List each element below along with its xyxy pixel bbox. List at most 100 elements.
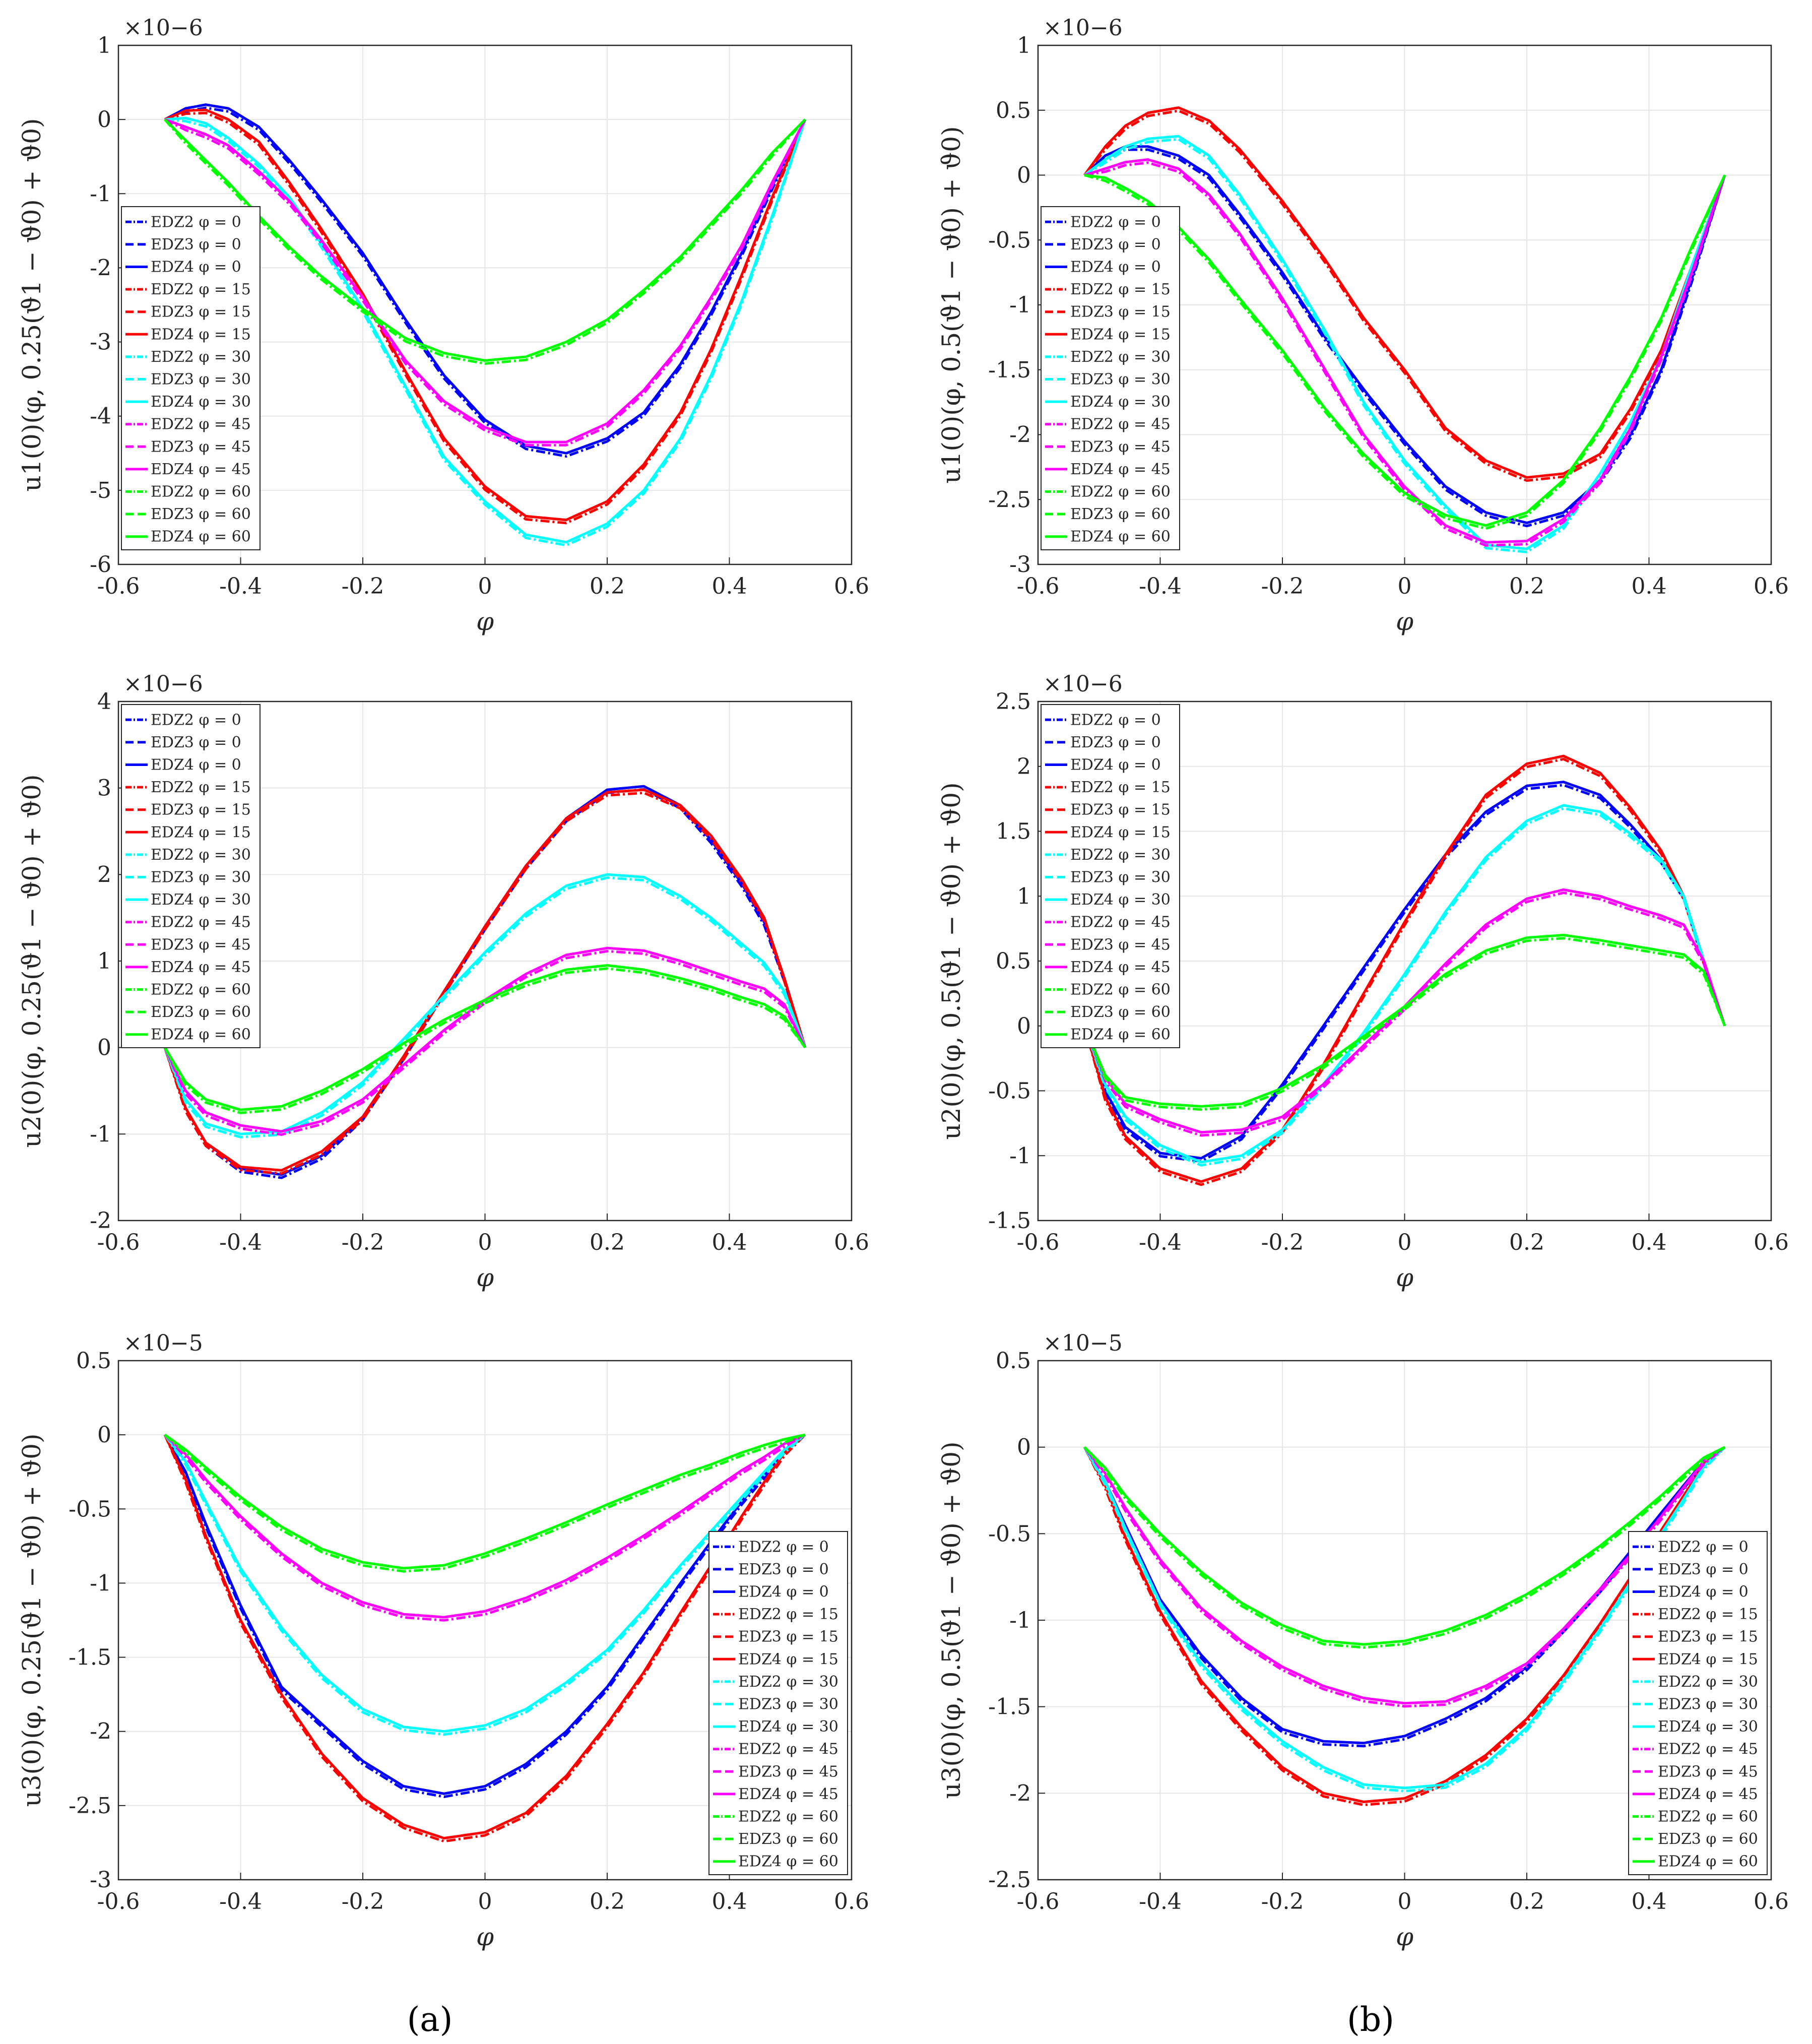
x-tick-label: 0: [478, 1889, 492, 1914]
legend-entry: EDZ3 φ = 45: [1070, 438, 1171, 456]
y-tick-label: -1.5: [988, 1208, 1031, 1234]
series-line-edz4-phi45: [164, 1433, 806, 1619]
x-tick-label: 0.4: [712, 573, 747, 599]
series-line-edz4-phi0: [164, 103, 807, 455]
legend-entry: EDZ2 φ = 45: [1070, 416, 1171, 433]
series-line-edz4-phi30: [1083, 135, 1726, 550]
y-axis-label: u2(0)(φ, 0.5(ϑ1 − ϑ0) + ϑ0): [937, 782, 966, 1139]
legend-entry: EDZ3 φ = 60: [738, 1830, 838, 1848]
series-line-edz2-phi15: [164, 111, 807, 525]
series-line-edz4-phi15: [1083, 754, 1726, 1183]
legend-entry: EDZ4 φ = 0: [151, 259, 241, 276]
series-line-edz4-phi45: [1083, 888, 1726, 1134]
chart-a2: -0.6 -0.4 -0.2 0 0.2 0.4 0.6 -2 -1 0 1 2 3 4 ×10−6 φ u2(…: [17, 671, 869, 1292]
legend-entry: EDZ4 φ = 30: [1070, 891, 1171, 909]
x-tick-label: 0.6: [834, 573, 869, 599]
x-axis-label: φ: [1396, 607, 1413, 636]
y-tick-label: 0: [97, 1035, 111, 1061]
y-tick-label: -2.5: [69, 1793, 111, 1819]
legend-entry: EDZ4 φ = 30: [151, 393, 251, 411]
legend-entry: EDZ3 φ = 15: [151, 303, 251, 321]
x-tick-label: -0.6: [97, 1889, 140, 1914]
legend-entry: EDZ3 φ = 0: [738, 1561, 829, 1578]
legend-entry: EDZ4 φ = 0: [1070, 756, 1161, 774]
legend-entry: EDZ2 φ = 0: [1070, 213, 1161, 231]
y-tick-label: -5: [90, 478, 111, 503]
axes-box: [117, 1360, 853, 1881]
legend-entry: EDZ4 φ = 60: [1070, 1026, 1171, 1044]
x-tick-label: -0.4: [1139, 573, 1182, 599]
series-line-edz4-phi15: [164, 108, 807, 522]
x-tick-label: 0: [478, 1230, 492, 1255]
y-axis-label: u1(0)(φ, 0.5(ϑ1 − ϑ0) + ϑ0): [937, 126, 966, 483]
y-tick-label: 0: [1017, 1435, 1031, 1460]
legend-entry: EDZ3 φ = 60: [1070, 505, 1171, 523]
legend-entry: EDZ2 φ = 30: [1070, 348, 1171, 366]
series-line-edz4-phi45: [163, 946, 807, 1133]
legend-entry: EDZ3 φ = 15: [151, 801, 251, 819]
y-tick-label: -3: [1009, 552, 1031, 578]
y-tick-label: 1: [1017, 883, 1031, 909]
legend-entry: EDZ2 φ = 30: [151, 348, 251, 366]
x-tick-label: -0.4: [1139, 1889, 1182, 1914]
y-tick-label: 1.5: [996, 819, 1031, 845]
legend-entry: EDZ2 φ = 45: [1070, 914, 1171, 931]
series-line-edz4-phi30: [164, 1434, 806, 1733]
y-tick-label: -2: [90, 255, 111, 281]
series-line-edz2-phi15: [163, 791, 807, 1175]
legend-entry: EDZ4 φ = 60: [151, 1026, 251, 1044]
legend-entry: EDZ4 φ = 15: [151, 823, 251, 841]
series-line-edz4-phi60: [1083, 934, 1726, 1108]
legend-entry: EDZ4 φ = 0: [151, 756, 241, 774]
legend-entry: EDZ4 φ = 30: [151, 891, 251, 909]
series-line-edz2-phi0: [163, 1434, 806, 1798]
series-line-edz4-phi0: [163, 1434, 806, 1795]
y-tick-label: 0: [97, 107, 111, 133]
y-tick-label: 0.5: [76, 1348, 111, 1374]
legend-entry: EDZ4 φ = 15: [738, 1650, 838, 1668]
legend-entry: EDZ2 φ = 0: [1070, 711, 1161, 729]
x-tick-label: 0: [478, 573, 492, 599]
series-line-edz2-phi0: [164, 106, 807, 458]
series-line-edz2-phi60: [163, 967, 806, 1114]
legend-entry: EDZ4 φ = 15: [1658, 1650, 1758, 1668]
x-tick-label: 0.2: [1509, 573, 1544, 599]
series-line-edz2-phi60: [1083, 937, 1726, 1111]
series-line-edz2-phi30: [164, 118, 807, 547]
legend-entry: EDZ2 φ = 15: [1070, 779, 1171, 796]
y-exponent-label: ×10−6: [123, 671, 203, 697]
y-tick-label: -2: [1009, 422, 1031, 448]
series-line-edz2-phi15: [1083, 757, 1726, 1186]
legend-entry: EDZ3 φ = 15: [1070, 303, 1171, 321]
legend-entry: EDZ3 φ = 0: [1070, 734, 1161, 751]
y-axis-label: u2(0)(φ, 0.25(ϑ1 − ϑ0) + ϑ0): [17, 774, 46, 1147]
legend-entry: EDZ4 φ = 45: [1070, 959, 1171, 976]
legend-entry: EDZ4 φ = 30: [1070, 393, 1171, 411]
series-line-edz2-phi45: [164, 1433, 806, 1622]
x-tick-label: 0.6: [1754, 573, 1789, 599]
y-tick-label: 0: [1017, 1013, 1031, 1039]
y-axis-label: u1(0)(φ, 0.25(ϑ1 − ϑ0) + ϑ0): [17, 118, 46, 491]
y-tick-label: -1: [1009, 292, 1031, 318]
y-tick-label: -1: [90, 181, 111, 207]
x-tick-label: -0.2: [1261, 573, 1304, 599]
axes-box: [1037, 1360, 1772, 1881]
legend-entry: EDZ3 φ = 30: [151, 869, 251, 886]
y-tick-label: -3: [90, 330, 111, 355]
x-tick-label: -0.6: [1017, 573, 1060, 599]
x-tick-label: 0.4: [712, 1230, 747, 1255]
legend: EDZ2 φ = 0 EDZ3 φ = 0 EDZ4 φ = 0 EDZ2 φ = 1…: [121, 206, 261, 550]
x-tick-label: 0.2: [1509, 1889, 1544, 1914]
legend-entry: EDZ2 φ = 60: [1070, 483, 1171, 501]
legend-entry: EDZ2 φ = 0: [738, 1538, 829, 1556]
y-tick-label: -1: [90, 1121, 111, 1147]
y-tick-label: -2: [90, 1208, 111, 1234]
y-tick-label: -2: [1009, 1780, 1031, 1806]
legend-entry: EDZ4 φ = 15: [1070, 823, 1171, 841]
y-axis-label: u3(0)(φ, 0.25(ϑ1 − ϑ0) + ϑ0): [17, 1433, 46, 1807]
x-tick-label: 0.4: [1632, 1889, 1667, 1914]
legend-entry: EDZ4 φ = 0: [1070, 259, 1161, 276]
legend-entry: EDZ3 φ = 30: [1070, 869, 1171, 886]
legend-entry: EDZ4 φ = 60: [738, 1853, 838, 1871]
